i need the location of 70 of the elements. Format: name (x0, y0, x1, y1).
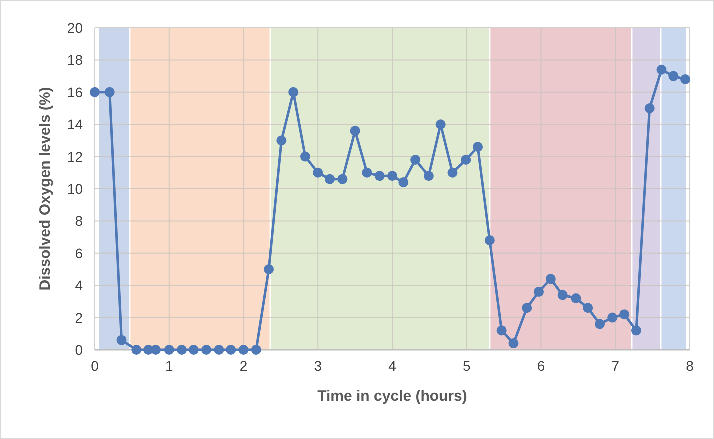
x-tick-label: 6 (537, 358, 546, 374)
point (644, 104, 655, 114)
point (398, 178, 409, 188)
y-tick-label: 18 (67, 52, 84, 68)
point (631, 326, 642, 336)
y-tick-label: 4 (75, 278, 84, 294)
y-tick-label: 10 (67, 181, 84, 197)
point (558, 290, 568, 300)
point (534, 287, 544, 298)
point (680, 74, 691, 85)
point (620, 310, 630, 320)
point (583, 303, 594, 314)
point (214, 345, 224, 355)
point (484, 236, 495, 246)
point (90, 87, 100, 98)
point (288, 87, 299, 98)
point (226, 345, 236, 355)
point (608, 312, 618, 323)
x-tick-label: 2 (240, 358, 248, 374)
point (496, 326, 507, 336)
point (461, 155, 472, 166)
x-axis-title: Time in cycle (hours) (318, 388, 468, 405)
point (508, 338, 519, 349)
point (436, 120, 446, 130)
point (656, 64, 667, 75)
y-tick-label: 12 (67, 148, 84, 165)
point (251, 345, 262, 355)
point (300, 152, 310, 162)
point (104, 87, 115, 98)
point (116, 335, 127, 346)
x-tick-label: 7 (612, 358, 620, 374)
point (325, 174, 336, 184)
point (522, 303, 532, 314)
point (410, 155, 421, 166)
point (202, 345, 212, 355)
point (188, 345, 199, 355)
y-tick-label: 16 (67, 84, 84, 100)
y-tick-label: 2 (75, 310, 84, 326)
x-tick-label: 1 (165, 358, 174, 374)
point (595, 319, 606, 330)
point (571, 293, 582, 304)
point (388, 171, 398, 182)
x-tick-label: 0 (91, 358, 100, 374)
point (448, 168, 458, 178)
point (374, 171, 385, 182)
point (668, 71, 679, 82)
point (362, 168, 372, 178)
point (473, 142, 484, 152)
point (150, 345, 161, 355)
x-tick-label: 5 (462, 358, 471, 374)
point (424, 171, 434, 182)
y-tick-label: 0 (75, 342, 84, 358)
y-tick-label: 20 (67, 20, 84, 36)
x-tick-label: 8 (686, 358, 694, 374)
point (546, 274, 556, 284)
y-axis-title: Dissolved Oxygen levels (%) (37, 87, 54, 291)
x-tick-label: 3 (314, 358, 322, 374)
y-tick-label: 6 (75, 245, 84, 262)
point (238, 345, 249, 355)
point (132, 345, 142, 355)
point (177, 345, 188, 355)
y-tick-label: 14 (67, 116, 84, 133)
point (276, 136, 287, 146)
point (164, 345, 174, 355)
point (338, 174, 348, 184)
point (264, 264, 274, 274)
point (313, 168, 324, 178)
x-tick-label: 4 (388, 358, 397, 374)
point (350, 126, 360, 136)
y-tick-label: 8 (75, 213, 84, 230)
